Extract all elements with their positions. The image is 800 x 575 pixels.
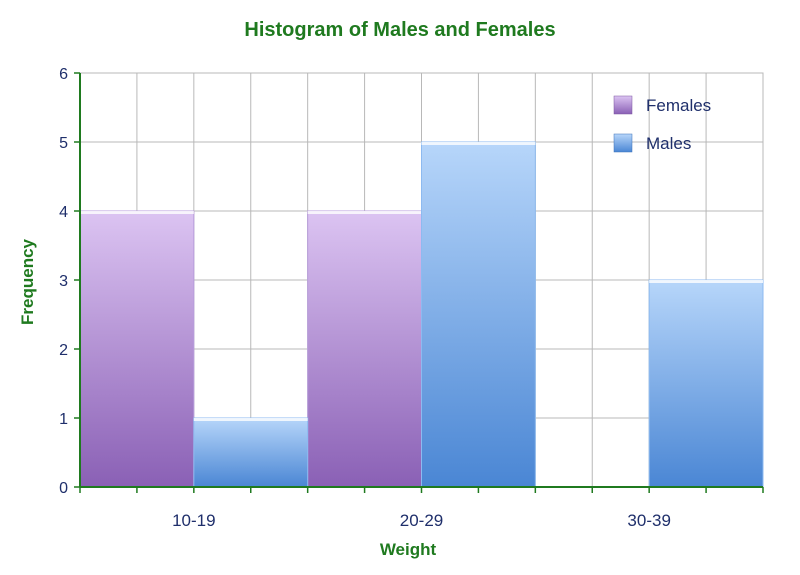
y-tick-label: 4 bbox=[59, 204, 68, 221]
y-axis-title: Frequency bbox=[18, 238, 37, 325]
y-tick-label: 0 bbox=[59, 480, 68, 497]
y-tick-label: 1 bbox=[59, 411, 68, 428]
y-tick-label: 2 bbox=[59, 342, 68, 359]
legend-label-males: Males bbox=[646, 134, 691, 153]
y-tick-label: 5 bbox=[59, 135, 68, 152]
chart-title: Histogram of Males and Females bbox=[244, 19, 555, 41]
bars-layer bbox=[79, 141, 764, 488]
legend-label-females: Females bbox=[646, 96, 711, 115]
bar-females-20-29 bbox=[307, 210, 422, 488]
x-category-label: 20-29 bbox=[400, 511, 443, 530]
legend-swatch-males bbox=[613, 133, 633, 153]
axes-layer bbox=[74, 72, 764, 493]
legend: Females Males bbox=[613, 95, 711, 153]
bar-females-10-19 bbox=[79, 210, 195, 488]
bar-males-10-19 bbox=[193, 417, 309, 488]
x-category-label: 10-19 bbox=[172, 511, 215, 530]
ticks-layer: 0 1 2 3 4 5 6 10-19 20-29 30-39 bbox=[59, 66, 671, 530]
bar-males-30-39 bbox=[648, 279, 764, 488]
legend-swatch-females bbox=[613, 95, 633, 115]
bar-males-20-29 bbox=[421, 141, 536, 488]
y-tick-label: 6 bbox=[59, 66, 68, 83]
y-tick-label: 3 bbox=[59, 273, 68, 290]
x-axis-title: Weight bbox=[380, 540, 437, 559]
x-category-label: 30-39 bbox=[627, 511, 670, 530]
